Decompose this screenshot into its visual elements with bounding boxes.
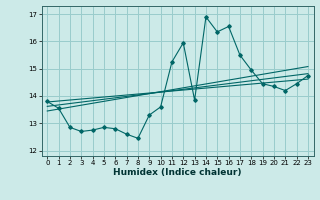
X-axis label: Humidex (Indice chaleur): Humidex (Indice chaleur) — [113, 168, 242, 177]
